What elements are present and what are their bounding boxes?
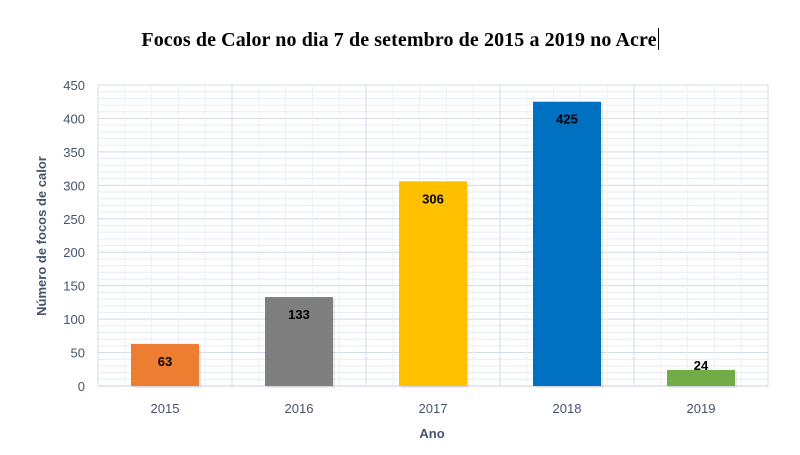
y-axis-label: Número de focos de calor <box>34 156 49 316</box>
bar <box>667 369 735 386</box>
chart-bars <box>131 101 737 388</box>
y-tick-label: 400 <box>63 111 85 126</box>
x-tick-label: 2017 <box>419 401 448 416</box>
data-label: 133 <box>288 307 310 322</box>
y-tick-label: 150 <box>63 279 85 294</box>
bar <box>265 297 333 386</box>
bar <box>533 101 601 386</box>
y-tick-label: 0 <box>78 379 85 394</box>
chart-title-text: Focos de Calor no dia 7 de setembro de 2… <box>141 29 657 51</box>
x-axis-ticks: 2015 2016 2017 2018 2019 <box>151 401 716 416</box>
data-labels: 63 133 306 425 24 <box>158 112 709 373</box>
x-tick-label: 2015 <box>151 401 180 416</box>
chart-title: Focos de Calor no dia 7 de setembro de 2… <box>0 28 800 52</box>
x-tick-label: 2019 <box>687 401 716 416</box>
x-axis-label: Ano <box>419 426 444 441</box>
data-label: 63 <box>158 354 172 369</box>
y-tick-label: 350 <box>63 145 85 160</box>
x-tick-label: 2018 <box>553 401 582 416</box>
y-tick-label: 50 <box>71 346 85 361</box>
y-tick-label: 200 <box>63 245 85 260</box>
text-cursor <box>657 28 659 50</box>
bar <box>131 343 199 386</box>
y-tick-label: 300 <box>63 178 85 193</box>
data-label: 425 <box>556 112 578 127</box>
bar <box>399 181 467 386</box>
data-label: 306 <box>422 191 444 206</box>
x-tick-label: 2016 <box>285 401 314 416</box>
y-tick-label: 250 <box>63 212 85 227</box>
y-tick-label: 100 <box>63 312 85 327</box>
y-tick-label: 450 <box>63 78 85 93</box>
data-label: 24 <box>694 358 709 373</box>
y-axis-ticks: 0 50 100 150 200 250 300 350 400 450 <box>63 78 85 394</box>
